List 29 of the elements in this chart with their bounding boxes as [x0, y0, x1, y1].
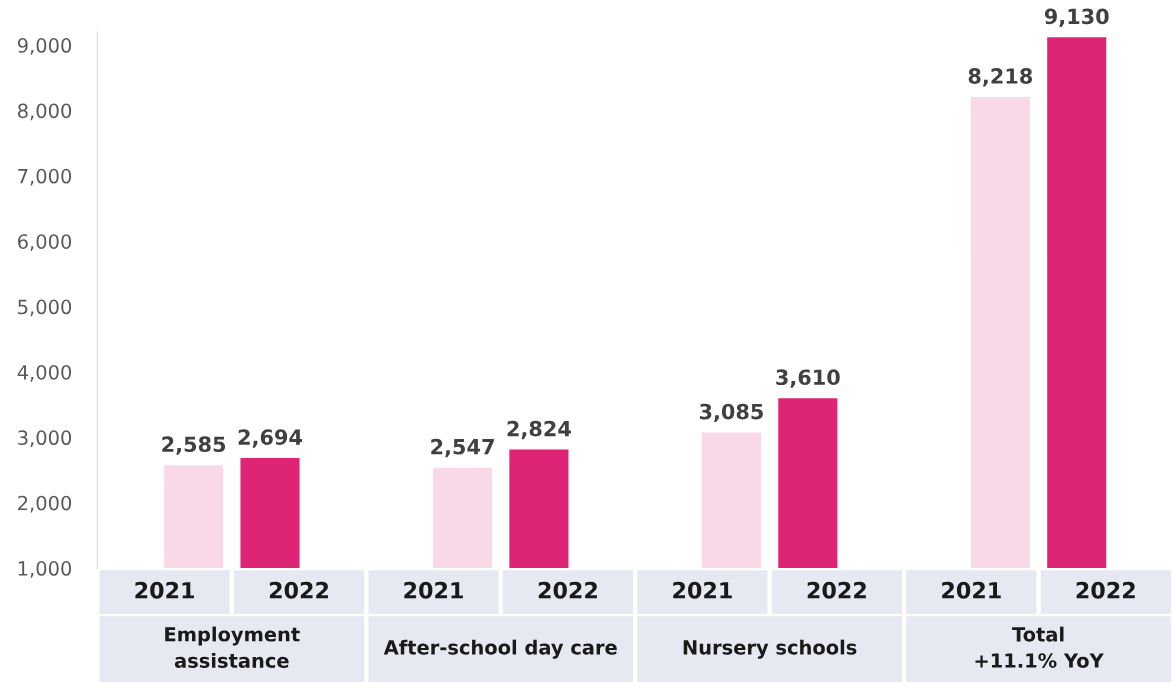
data-label: 2,585: [162, 436, 226, 455]
data-label: 2,547: [431, 438, 494, 458]
data-label: 2,824: [507, 420, 571, 440]
y-tick-label: 1,000: [18, 561, 72, 578]
text: 2021: [404, 581, 463, 599]
x-tick-label: Nursery schools: [683, 639, 857, 659]
data-label: 3,085: [699, 403, 763, 423]
y-tick-label: 2,000: [18, 495, 72, 513]
y-tick-label: 9,000: [17, 38, 72, 55]
y-tick-label: 7,000: [18, 168, 72, 186]
y-tick-label: 6,000: [18, 234, 72, 251]
text: 2022: [538, 581, 597, 599]
y-tick-label: 5,000: [18, 299, 72, 317]
text: 2022: [1076, 581, 1135, 599]
text: 2021: [135, 581, 194, 599]
data-label: 3,610: [776, 369, 840, 388]
x-tick-label: After-school day care: [383, 639, 617, 659]
x-tick-label: Employment assistance: [165, 626, 300, 668]
x-tick-label: Total +11.1% YoY: [975, 626, 1104, 668]
y-tick-label: 3,000: [18, 430, 72, 448]
text: 2022: [807, 581, 866, 599]
series-label: 2022: [269, 581, 329, 599]
y-tick-label: 4,000: [17, 364, 72, 382]
data-label: 9,130: [1044, 8, 1109, 27]
series-label: 2021: [673, 581, 732, 599]
data-label: 2,694: [238, 429, 302, 448]
data-label: 8,218: [968, 68, 1033, 87]
y-tick-label: 8,000: [18, 103, 72, 121]
text: 2021: [942, 581, 1001, 599]
